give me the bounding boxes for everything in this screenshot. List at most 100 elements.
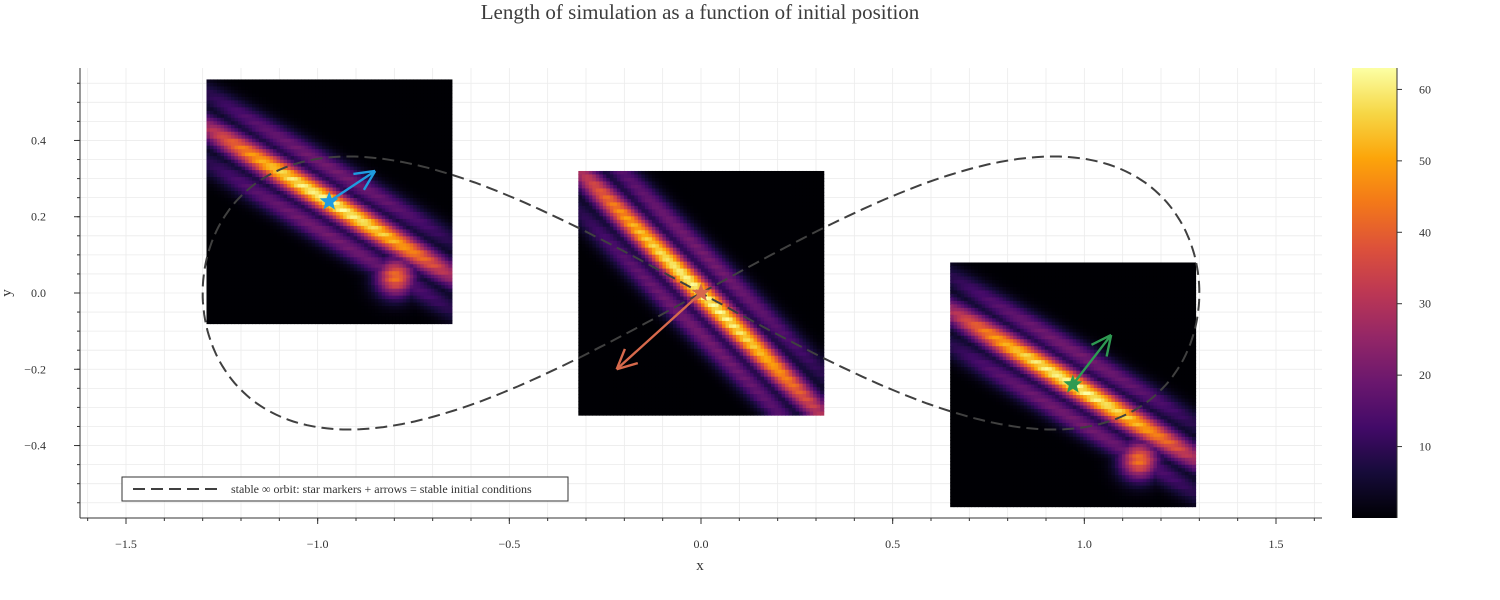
heatmap-cell [308,184,312,188]
heatmap-cell [336,114,340,118]
heatmap-cell [277,100,281,104]
heatmap-cell [413,247,417,251]
heatmap-cell [375,198,379,202]
heatmap-cell [224,114,228,118]
heatmap-cell [231,205,235,209]
heatmap-cell [448,282,452,286]
heatmap-cell [291,118,295,122]
heatmap-cell [284,93,288,97]
heatmap-cell [305,97,309,101]
heatmap-cell [427,201,431,205]
heatmap-cell [312,142,316,146]
heatmap-cell [291,226,295,230]
heatmap-cell [343,139,347,143]
heatmap-cell [301,100,305,104]
heatmap-cell [375,208,379,212]
heatmap-cell [305,229,309,233]
heatmap-cell [424,198,428,202]
heatmap-cell [291,100,295,104]
heatmap-cell [431,139,435,143]
heatmap-cell [347,292,351,296]
heatmap-cell [270,163,274,167]
heatmap-cell [284,299,288,303]
heatmap-cell [266,240,270,244]
heatmap-cell [350,167,354,171]
heatmap-cell [336,107,340,111]
heatmap-cell [399,243,403,247]
heatmap-cell [410,132,414,136]
heatmap-cell [378,271,382,275]
heatmap-cell [368,306,372,310]
heatmap-cell [441,254,445,258]
heatmap-cell [280,132,284,136]
heatmap-cell [221,296,225,300]
heatmap-cell [333,177,337,181]
heatmap-cell [403,153,407,157]
heatmap-cell [263,142,267,146]
heatmap-cell [424,299,428,303]
heatmap-cell [266,153,270,157]
heatmap-cell [249,320,253,324]
heatmap-cell [375,167,379,171]
heatmap-cell [392,86,396,90]
heatmap-cell [441,188,445,192]
heatmap-cell [221,153,225,157]
heatmap-cell [389,79,393,83]
heatmap-cell [438,292,442,296]
heatmap-cell [287,278,291,282]
heatmap-cell [406,191,410,195]
heatmap-cell [340,205,344,209]
heatmap-cell [266,156,270,160]
heatmap-cell [256,146,260,150]
heatmap-cell [259,198,263,202]
heatmap-cell [242,170,246,174]
heatmap-cell [392,118,396,122]
heatmap-cell [389,142,393,146]
heatmap-cell [277,135,281,139]
heatmap-cell [322,111,326,115]
heatmap-cell [399,198,403,202]
heatmap-cell [252,243,256,247]
heatmap-cell [298,212,302,216]
heatmap-cell [270,292,274,296]
heatmap-cell [382,104,386,108]
heatmap-cell [389,278,393,282]
heatmap-cell [312,86,316,90]
heatmap-cell [322,174,326,178]
heatmap-cell [249,261,253,265]
heatmap-cell [413,121,417,125]
heatmap-cell [235,125,239,129]
heatmap-cell [371,125,375,129]
heatmap-cell [266,296,270,300]
heatmap-cell [336,208,340,212]
heatmap-cell [347,191,351,195]
heatmap-cell [438,107,442,111]
heatmap-cell [266,177,270,181]
heatmap-cell [308,254,312,258]
heatmap-cell [396,118,400,122]
heatmap-cell [259,320,263,324]
heatmap-cell [392,188,396,192]
heatmap-cell [427,132,431,136]
heatmap-cell [315,240,319,244]
heatmap-cell [277,195,281,199]
heatmap-cell [336,317,340,321]
heatmap-cell [305,278,309,282]
heatmap-cell [214,250,218,254]
heatmap-cell [252,132,256,136]
heatmap-cell [291,174,295,178]
heatmap-cell [354,275,358,279]
heatmap-cell [431,107,435,111]
heatmap-cell [371,146,375,150]
heatmap-cell [270,310,274,314]
heatmap-cell [329,160,333,164]
heatmap-cell [354,205,358,209]
heatmap-cell [298,146,302,150]
heatmap-cell [347,219,351,223]
heatmap-cell [413,201,417,205]
heatmap-cell [350,79,354,83]
heatmap-cell [378,97,382,101]
heatmap-cell [266,226,270,230]
heatmap-cell [329,233,333,237]
heatmap-cell [343,181,347,185]
